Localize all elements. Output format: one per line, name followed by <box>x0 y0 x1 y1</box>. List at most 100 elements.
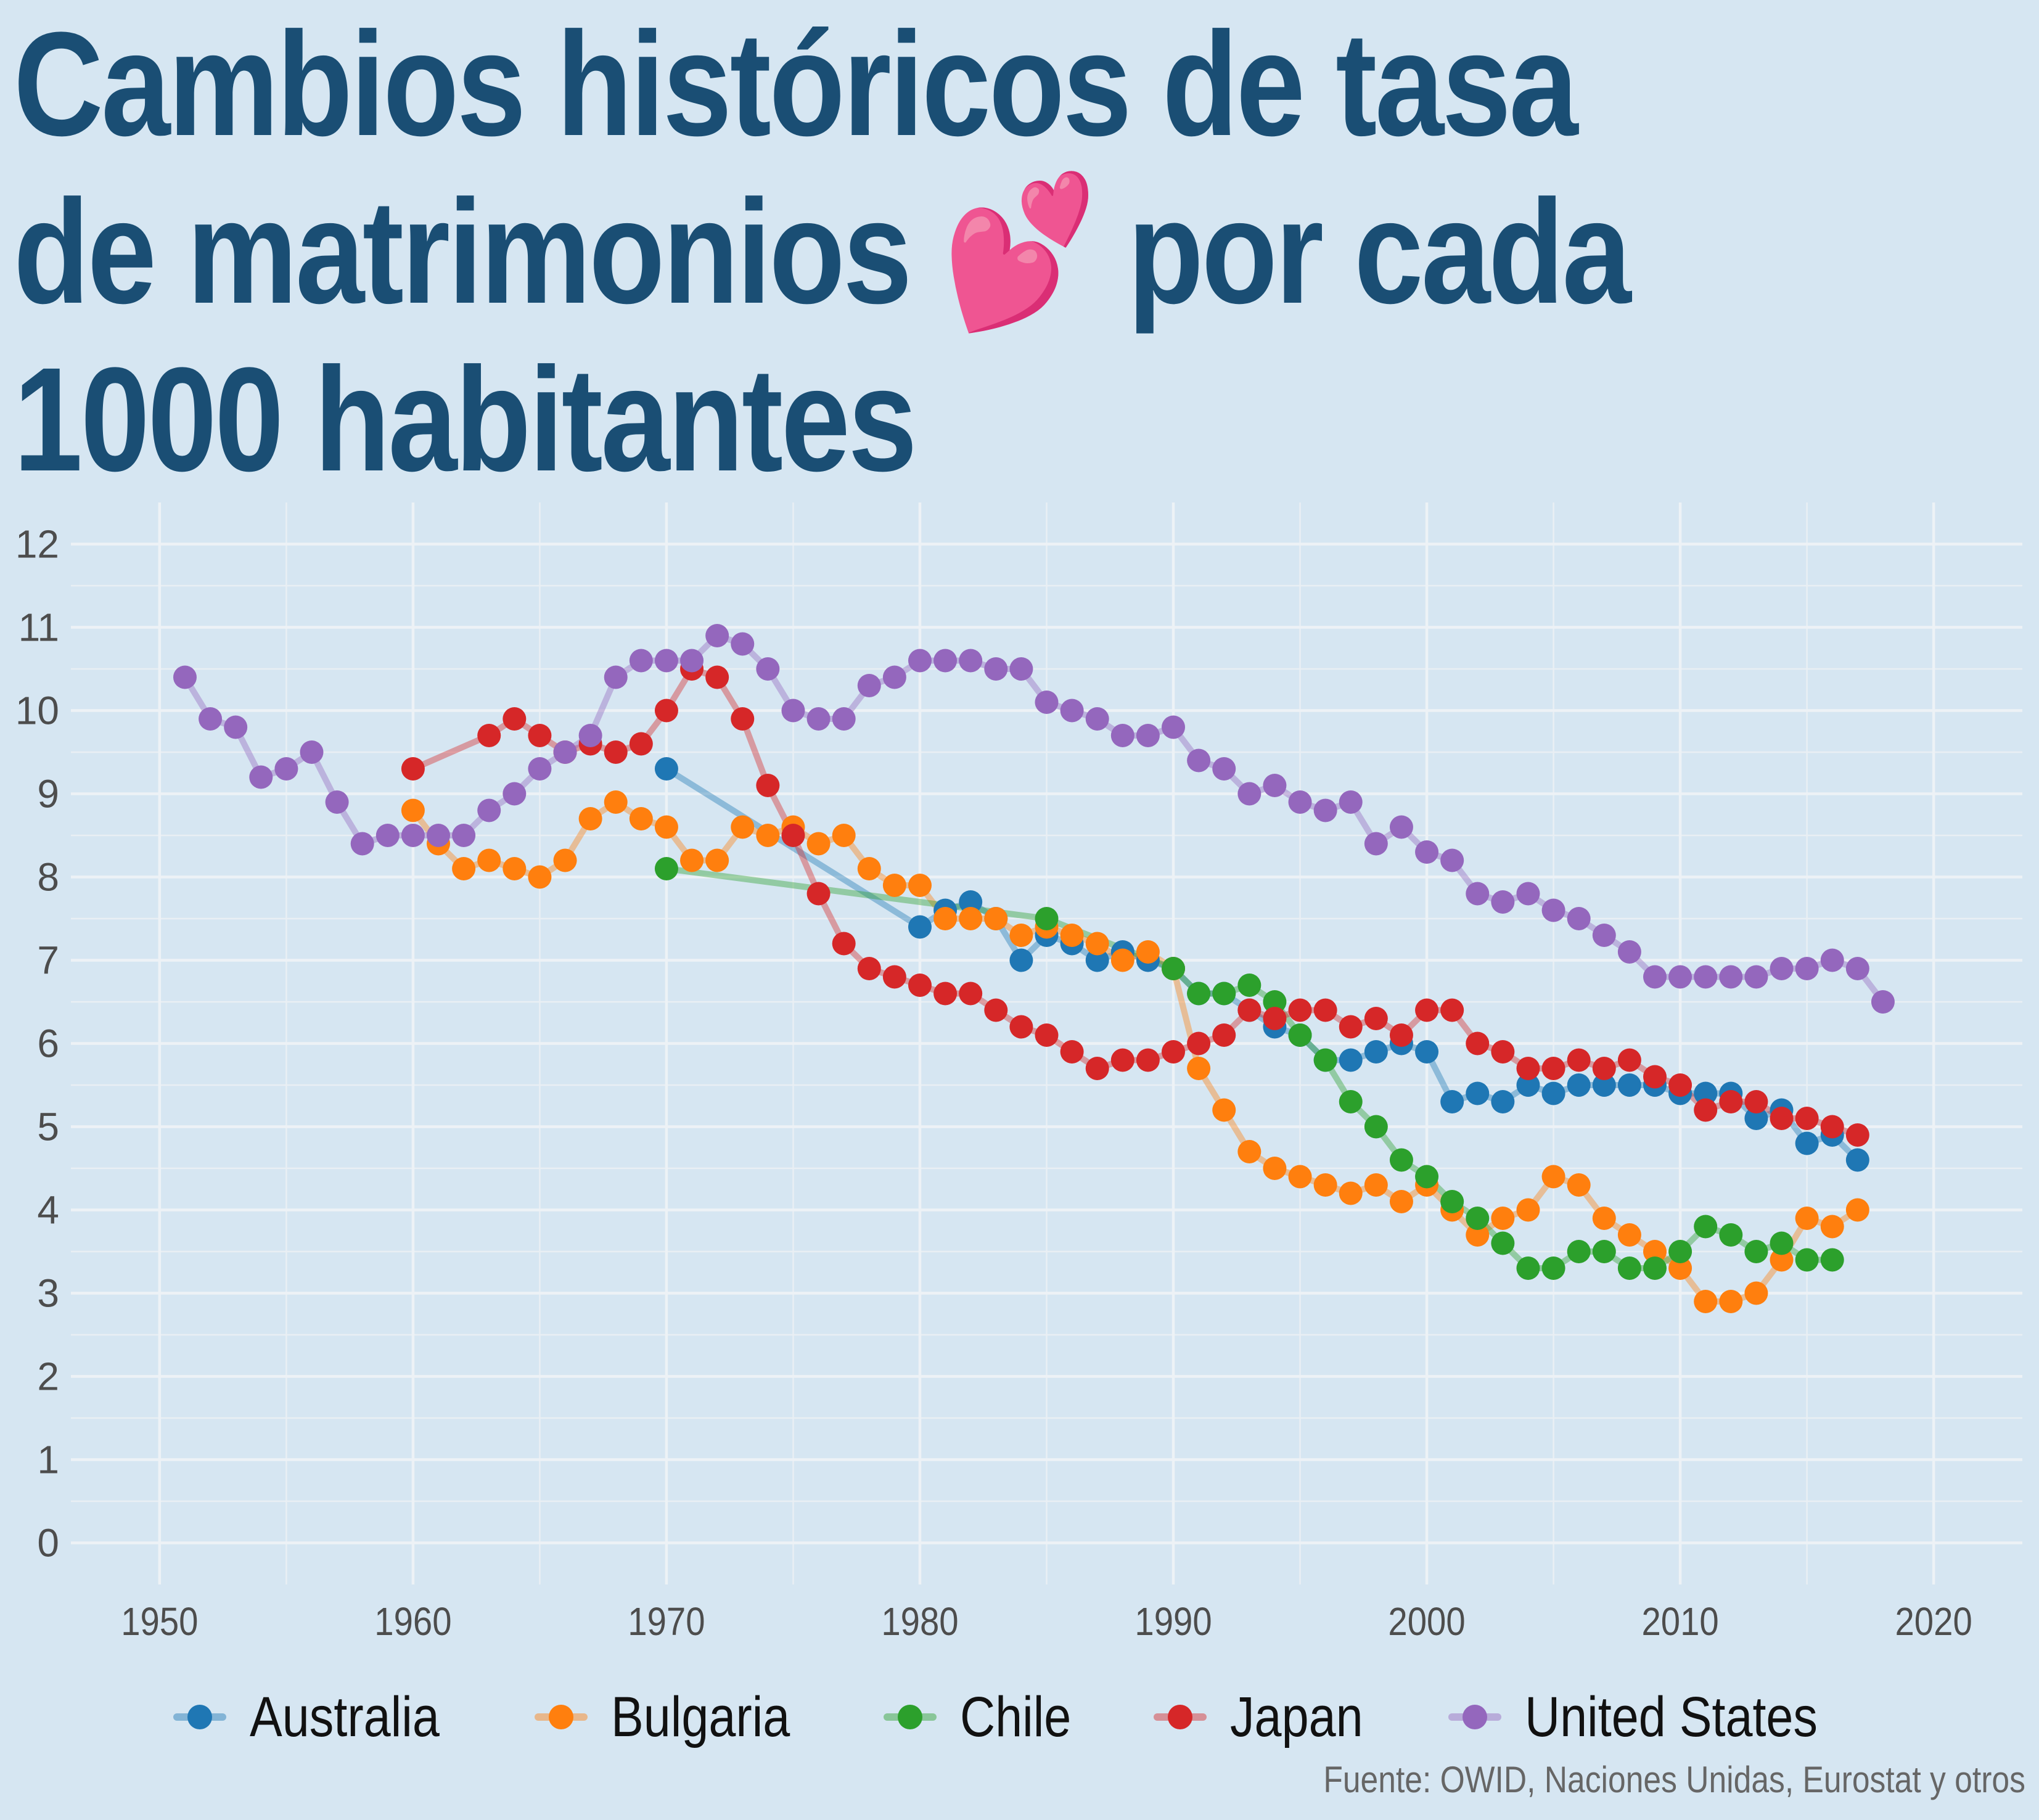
data-point-chile <box>1440 1190 1464 1213</box>
data-point-chile <box>654 857 678 880</box>
data-point-united-states <box>731 632 755 656</box>
data-point-bulgaria <box>1491 1207 1515 1230</box>
data-point-united-states <box>908 649 932 673</box>
data-point-japan <box>1668 1073 1692 1097</box>
data-point-chile <box>1592 1240 1616 1263</box>
data-point-bulgaria <box>756 824 780 847</box>
data-point-bulgaria <box>503 857 527 880</box>
series-line-japan <box>409 666 1861 1138</box>
title-line-3: 1000 habitantes <box>14 337 917 502</box>
legend-key-bulgaria <box>535 1705 588 1729</box>
data-point-chile <box>1744 1240 1768 1263</box>
data-point-australia <box>1085 948 1109 972</box>
data-point-united-states <box>680 649 704 673</box>
data-point-japan <box>1491 1040 1515 1064</box>
x-tick-label: 1970 <box>628 1599 705 1644</box>
data-point-united-states <box>1212 757 1236 781</box>
x-tick-label: 2020 <box>1895 1599 1972 1644</box>
data-point-japan <box>705 665 729 689</box>
data-point-united-states <box>1085 707 1109 731</box>
y-tick-label: 6 <box>37 1022 59 1066</box>
data-point-united-states <box>503 782 527 806</box>
data-point-united-states <box>173 665 197 689</box>
data-point-japan <box>1237 998 1262 1022</box>
data-point-japan <box>756 774 780 797</box>
data-point-japan <box>1035 1023 1059 1047</box>
data-point-united-states <box>1567 907 1591 930</box>
legend-key-japan <box>1153 1705 1207 1729</box>
series-layer <box>173 624 1895 1313</box>
y-tick-label: 10 <box>15 689 59 733</box>
y-tick-label: 1 <box>37 1438 59 1482</box>
data-point-bulgaria <box>1516 1198 1540 1222</box>
data-point-japan <box>1212 1023 1236 1047</box>
data-point-united-states <box>249 765 273 789</box>
data-point-japan <box>401 757 425 781</box>
data-point-japan <box>1389 1023 1413 1047</box>
data-point-japan <box>882 965 906 989</box>
data-point-japan <box>1820 1115 1844 1139</box>
data-point-bulgaria <box>528 865 552 889</box>
data-point-australia <box>1339 1048 1363 1072</box>
data-point-bulgaria <box>1567 1173 1591 1197</box>
data-point-chile <box>1237 974 1262 997</box>
data-point-bulgaria <box>1845 1198 1869 1222</box>
data-point-japan <box>1415 998 1439 1022</box>
data-point-bulgaria <box>1364 1173 1388 1197</box>
data-point-united-states <box>1313 798 1337 822</box>
data-point-chile <box>1820 1248 1844 1272</box>
data-point-united-states <box>933 649 958 673</box>
data-point-united-states <box>553 740 577 764</box>
data-point-australia <box>1845 1148 1869 1172</box>
data-point-united-states <box>1643 965 1667 989</box>
data-point-united-states <box>1339 790 1363 814</box>
data-point-japan <box>1466 1031 1490 1056</box>
data-point-japan <box>1364 1007 1388 1030</box>
data-point-japan <box>1136 1048 1160 1072</box>
data-point-chile <box>1187 982 1211 1006</box>
y-tick-label: 9 <box>37 772 59 816</box>
data-point-australia <box>1491 1090 1515 1113</box>
data-point-united-states <box>427 824 451 847</box>
data-point-japan <box>604 740 628 764</box>
data-point-bulgaria <box>1668 1256 1692 1280</box>
data-point-bulgaria <box>1389 1190 1413 1213</box>
data-point-chile <box>1162 957 1186 980</box>
data-point-japan <box>908 974 932 997</box>
data-point-united-states <box>1263 774 1287 797</box>
data-point-chile <box>1389 1148 1413 1172</box>
data-point-bulgaria <box>984 907 1008 930</box>
data-point-united-states <box>1744 965 1768 989</box>
data-point-japan <box>1110 1048 1134 1072</box>
data-point-united-states <box>224 715 248 739</box>
data-point-united-states <box>756 657 780 681</box>
x-tick-label: 2010 <box>1641 1599 1718 1644</box>
data-point-australia <box>1795 1131 1819 1155</box>
data-point-japan <box>1541 1057 1565 1080</box>
data-point-united-states <box>1694 965 1718 989</box>
legend-item-united-states: United States <box>1448 1685 1865 1750</box>
legend-key-dot <box>1167 1705 1192 1729</box>
data-point-united-states <box>1136 724 1160 747</box>
data-point-chile <box>1415 1165 1439 1189</box>
data-point-united-states <box>1009 657 1033 681</box>
data-point-united-states <box>832 707 856 731</box>
legend-item-australia: Australia <box>173 1685 470 1750</box>
data-point-united-states <box>1060 699 1084 723</box>
data-point-united-states <box>325 790 349 814</box>
data-point-japan <box>654 699 678 723</box>
data-point-chile <box>1668 1240 1692 1263</box>
data-point-united-states <box>705 624 729 647</box>
y-tick-label: 11 <box>18 605 59 650</box>
data-point-united-states <box>629 649 653 673</box>
data-point-bulgaria <box>1110 948 1134 972</box>
data-point-united-states <box>350 832 374 856</box>
data-point-australia <box>959 890 983 914</box>
data-point-chile <box>1795 1248 1819 1272</box>
data-point-united-states <box>528 757 552 781</box>
data-point-united-states <box>1668 965 1692 989</box>
data-point-japan <box>984 998 1008 1022</box>
data-point-japan <box>1339 1015 1363 1039</box>
data-point-japan <box>629 732 653 756</box>
